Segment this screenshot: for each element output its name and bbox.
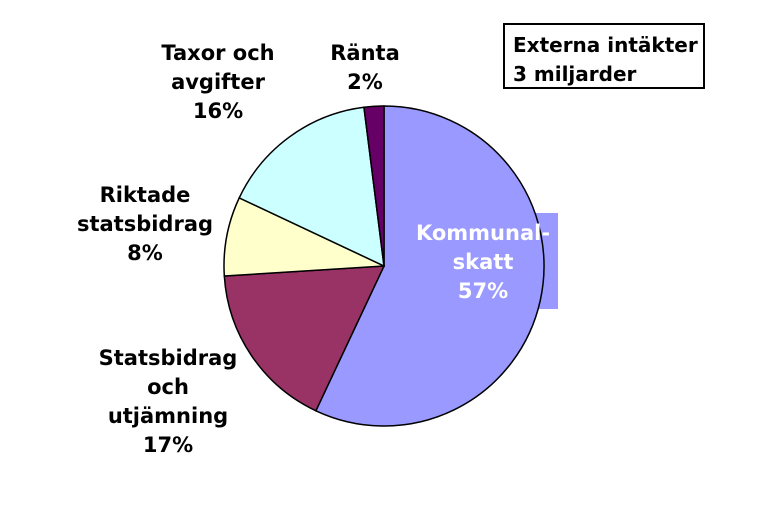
slice-3-name-label: Riktade — [100, 183, 191, 207]
note-line-2: 3 miljarder — [513, 62, 637, 86]
slice-4-name-label: Taxor och — [161, 41, 274, 65]
slice-5-name-label: Ränta — [330, 41, 400, 65]
slice-1-percent-label: 57% — [458, 279, 508, 303]
slice-2-name-label: Statsbidrag — [99, 346, 238, 370]
external-revenue-note: Externa intäkter 3 miljarder — [503, 23, 705, 89]
slice-4-percent-label: 16% — [193, 99, 243, 123]
slice-1-name-label: skatt — [453, 250, 514, 274]
pie-slice-4 — [238, 106, 385, 268]
pie-slice-1 — [314, 105, 545, 427]
pie-slice-5 — [363, 105, 385, 267]
slice-4-name-label: avgifter — [171, 70, 266, 94]
slice-2-name-label: utjämning — [108, 404, 228, 428]
slice-2-name-label: och — [147, 375, 189, 399]
slice-3-name-label: statsbidrag — [77, 212, 213, 236]
slice-3-percent-label: 8% — [127, 241, 163, 265]
note-line-1: Externa intäkter — [513, 33, 698, 57]
pie-slice-2 — [223, 265, 386, 412]
slice-1-name-label: Kommunal- — [416, 221, 550, 245]
slice-5-percent-label: 2% — [347, 70, 383, 94]
slice-2-percent-label: 17% — [143, 433, 193, 457]
